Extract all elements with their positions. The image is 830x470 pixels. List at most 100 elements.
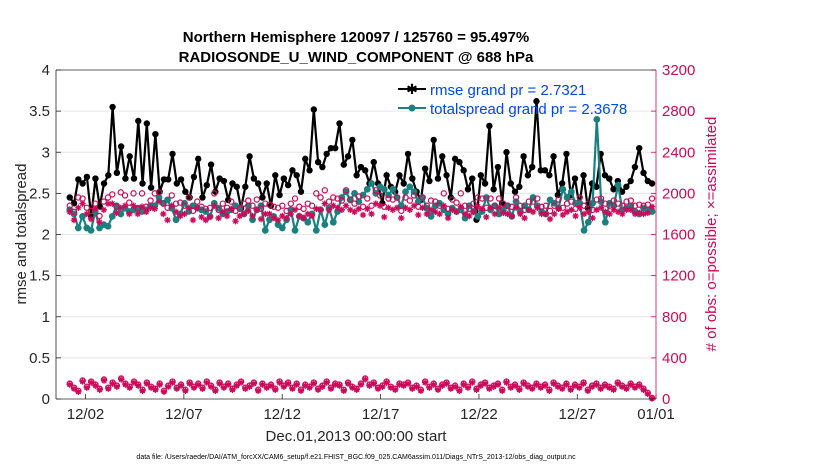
data-point (554, 383, 562, 390)
data-point (461, 210, 469, 218)
y-tick-label: 4 (42, 62, 50, 79)
data-point (83, 210, 90, 218)
data-point (477, 382, 485, 389)
data-point (434, 175, 442, 182)
data-point (104, 222, 112, 230)
data-point (385, 195, 392, 202)
data-point (276, 191, 283, 199)
data-point (215, 214, 222, 222)
data-point (220, 384, 228, 391)
data-point (100, 180, 108, 187)
data-point (300, 214, 307, 222)
data-point (483, 213, 490, 221)
data-point (126, 384, 133, 391)
data-point (503, 149, 510, 156)
data-point (427, 206, 435, 214)
data-point (185, 194, 192, 201)
data-point (432, 198, 439, 205)
data-point (499, 387, 506, 394)
data-point (606, 210, 613, 218)
data-point (385, 204, 392, 211)
data-point (147, 184, 155, 191)
data-point (636, 382, 643, 389)
x-axis-label: Dec.01,2013 00:00:00 start (266, 428, 448, 445)
data-point (245, 197, 252, 204)
data-point (135, 382, 142, 389)
data-point (495, 195, 503, 202)
data-point (228, 198, 235, 205)
data-point (487, 204, 494, 211)
data-point (172, 216, 180, 224)
data-point (228, 205, 235, 212)
data-point (640, 202, 647, 209)
data-point (466, 212, 473, 220)
data-point (100, 377, 108, 384)
data-point (353, 172, 360, 179)
data-point (551, 210, 558, 218)
data-point (537, 384, 544, 391)
data-point (410, 202, 418, 209)
data-point (317, 206, 324, 214)
data-point (355, 193, 362, 200)
data-point (478, 195, 486, 202)
data-point (279, 202, 286, 209)
data-point (571, 382, 579, 389)
data-point (361, 167, 369, 174)
data-point (165, 176, 172, 183)
data-point (211, 202, 218, 209)
data-point (580, 226, 588, 234)
data-point (349, 136, 356, 144)
data-point (338, 197, 345, 204)
data-point (404, 150, 412, 158)
data-point (122, 175, 129, 182)
data-point (87, 379, 95, 386)
data-point (253, 196, 260, 203)
data-point (156, 381, 163, 388)
data-point (138, 203, 146, 210)
data-point (96, 218, 103, 226)
data-point (529, 198, 537, 205)
data-point (644, 390, 651, 398)
data-point (520, 153, 527, 160)
data-point (319, 383, 326, 390)
data-point (66, 194, 73, 201)
data-point (439, 153, 446, 160)
y-axis-label: rmse and totalspread (13, 164, 30, 305)
data-point (236, 212, 243, 220)
data-point (363, 185, 371, 193)
data-point (270, 214, 277, 222)
chart-subtitle: RADIOSONDE_U_WIND_COMPONENT @ 688 hPa (179, 49, 534, 66)
data-point (314, 386, 322, 393)
data-point (283, 207, 290, 215)
data-point (177, 212, 184, 220)
data-point (325, 206, 333, 214)
y-right-tick-label: 2400 (662, 144, 695, 161)
data-point (555, 205, 562, 212)
data-point (274, 216, 282, 224)
data-point (359, 211, 367, 219)
data-point (330, 194, 337, 201)
data-point (495, 204, 503, 211)
data-point (640, 210, 647, 218)
data-point (546, 207, 554, 215)
x-tick-label: 12/02 (67, 406, 105, 423)
data-point (430, 381, 437, 388)
data-point (340, 387, 347, 394)
data-point (551, 202, 558, 209)
data-point (631, 384, 639, 391)
data-point (619, 210, 626, 218)
data-point (189, 216, 197, 224)
data-point (297, 387, 305, 394)
data-point (87, 215, 95, 223)
data-point (511, 382, 519, 389)
data-point (351, 189, 358, 197)
x-tick-label: 12/27 (559, 406, 597, 423)
data-point (297, 188, 305, 195)
data-point (306, 384, 313, 391)
data-point (257, 215, 265, 223)
data-point (155, 189, 163, 196)
data-point (245, 207, 252, 215)
data-point (402, 188, 409, 196)
data-point (376, 202, 384, 209)
data-point (364, 195, 371, 202)
